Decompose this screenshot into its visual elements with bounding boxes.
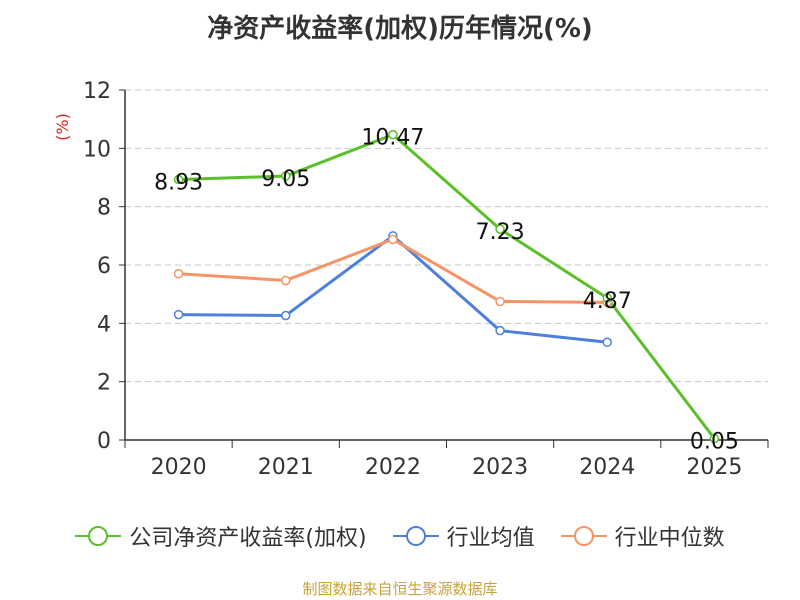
- x-tick-label-2021: 2021: [258, 455, 314, 480]
- y-tick-label-12: 12: [83, 79, 111, 104]
- legend-item-industry-median[interactable]: 行业中位数: [560, 520, 725, 552]
- x-tick-label-2023: 2023: [472, 455, 528, 480]
- data-label-company-2025: 0.05: [690, 430, 739, 455]
- y-tick-label-4: 4: [97, 312, 111, 337]
- series-line-industry-mean: [178, 234, 608, 344]
- y-tick-label-8: 8: [97, 196, 111, 221]
- x-tick-label-2020: 2020: [151, 455, 207, 480]
- data-point-industry-mean-2023: [495, 325, 505, 336]
- data-point-industry-median-2021: [281, 275, 291, 286]
- series-line-company: [178, 133, 716, 440]
- data-point-industry-mean-2021: [281, 310, 291, 321]
- data-label-company-2023: 7.23: [476, 220, 525, 245]
- x-tick-label-2025: 2025: [686, 455, 742, 480]
- legend-marker-industry-mean: [392, 526, 439, 546]
- data-point-company-2020: [173, 174, 184, 185]
- legend-item-company[interactable]: 公司净资产收益率(加权): [75, 520, 367, 552]
- source-footer: 制图数据来自恒生聚源数据库: [302, 580, 498, 598]
- data-point-company-2023: [495, 224, 505, 234]
- data-point-industry-mean-2020: [173, 309, 184, 320]
- data-point-industry-median-2022: [388, 234, 398, 245]
- data-point-industry-median-2020: [173, 269, 184, 279]
- y-tick-label-6: 6: [97, 254, 111, 279]
- series-line-industry-median: [178, 237, 608, 304]
- data-point-company-2025: [709, 433, 720, 444]
- legend-item-industry-mean[interactable]: 行业均值: [392, 520, 535, 552]
- data-point-company-2022: [388, 129, 398, 140]
- legend-label-company: 公司净资产收益率(加权): [129, 526, 367, 551]
- data-label-company-2021: 9.05: [261, 167, 310, 192]
- chart-title: 净资产收益率(加权)历年情况(%): [207, 14, 593, 44]
- x-tick-label-2024: 2024: [579, 455, 635, 480]
- data-point-industry-mean-2024: [602, 337, 612, 348]
- data-point-industry-median-2023: [495, 296, 505, 307]
- y-tick-label-10: 10: [83, 137, 111, 162]
- data-point-company-2024: [602, 293, 612, 303]
- y-tick-label-0: 0: [97, 429, 111, 454]
- legend: 公司净资产收益率(加权) 行业均值 行业中位数: [0, 520, 800, 552]
- y-tick-label-2: 2: [97, 371, 111, 396]
- legend-marker-company: [75, 526, 122, 546]
- data-label-company-2020: 8.93: [154, 171, 203, 196]
- x-tick-label-2022: 2022: [365, 455, 421, 480]
- data-point-company-2021: [281, 171, 291, 181]
- legend-marker-industry-median: [560, 526, 607, 546]
- data-label-company-2022: 10.47: [361, 126, 424, 151]
- legend-label-industry-median: 行业中位数: [614, 526, 725, 551]
- legend-label-industry-mean: 行业均值: [446, 526, 535, 551]
- y-axis-unit-label: (%): [53, 113, 72, 141]
- data-label-company-2024: 4.87: [583, 289, 632, 314]
